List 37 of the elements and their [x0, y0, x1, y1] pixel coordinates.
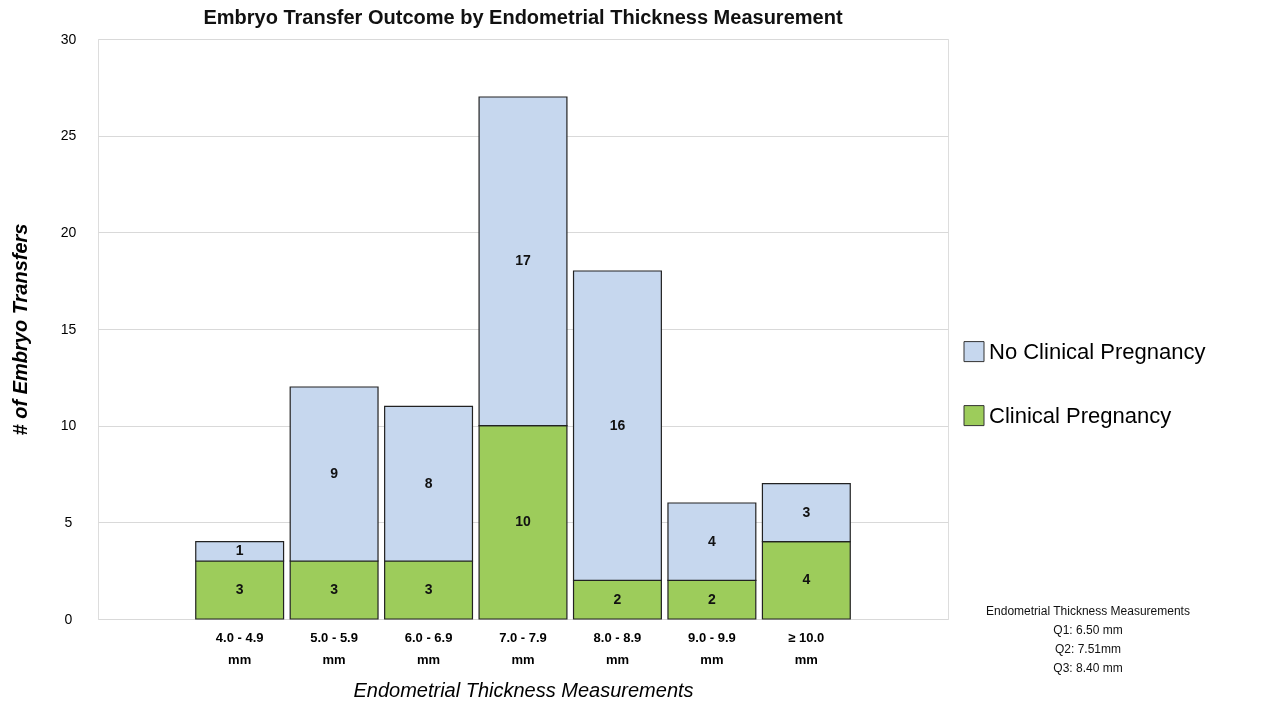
data-label: 3 — [802, 503, 811, 520]
text: Endometrial Thickness Measurements — [986, 604, 1190, 618]
x-tick-label: 8.0 - 8.9 mm — [593, 629, 642, 667]
legend-label: Clinical Pregnancy — [989, 402, 1172, 428]
data-label: 1 — [235, 542, 244, 559]
x-tick-label: ≥ 10.0 mm — [788, 629, 825, 667]
data-label: 10 — [515, 513, 531, 530]
y-tick-label: 20 — [60, 223, 77, 240]
y-tick-label: 5 — [64, 513, 73, 530]
y-tick-label: 0 — [64, 610, 73, 627]
text: Q1: 6.50 mm — [1053, 623, 1123, 637]
text: Q3: 8.40 mm — [1053, 661, 1123, 675]
data-label: 4 — [707, 532, 716, 549]
data-label: 3 — [424, 581, 433, 597]
data-label: 3 — [235, 581, 244, 597]
y-tick-label: 25 — [60, 127, 77, 144]
chart-title: Embryo Transfer Outcome by Endometrial Thickness Measurement — [203, 6, 843, 28]
x-axis-title: Endometrial Thickness Measurements — [353, 678, 694, 701]
x-tick-label: 5.0 - 5.9 mm — [310, 629, 358, 667]
data-label: 16 — [609, 416, 626, 433]
data-label: 8 — [424, 474, 433, 491]
data-label: 17 — [515, 252, 531, 269]
x-tick-label: 9.0 - 9.9 mm — [688, 629, 736, 667]
data-label: 2 — [613, 590, 622, 607]
y-tick-label: 30 — [60, 30, 77, 47]
text: Q2: 7.51mm — [1054, 642, 1122, 656]
legend-label: No Clinical Pregnancy — [989, 338, 1206, 364]
data-label: 3 — [330, 581, 339, 597]
y-axis-title: # of Embryo Transfers — [8, 223, 31, 436]
x-tick-label: 4.0 - 4.9 mm — [215, 629, 264, 667]
x-tick-label: 7.0 - 7.9 mm — [499, 629, 547, 667]
y-tick-label: 15 — [60, 320, 77, 337]
data-label: 2 — [707, 590, 716, 607]
x-tick-label: 6.0 - 6.9 mm — [404, 629, 453, 667]
data-label: 4 — [802, 571, 811, 588]
y-tick-label: 10 — [60, 417, 77, 434]
data-label: 9 — [330, 465, 339, 481]
